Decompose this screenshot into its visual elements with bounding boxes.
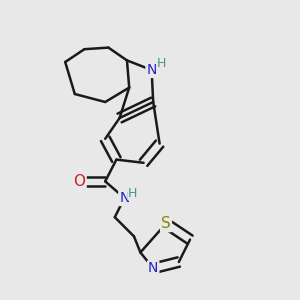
Text: H: H	[157, 57, 166, 70]
Text: N: N	[146, 63, 157, 77]
Text: O: O	[74, 174, 86, 189]
Text: S: S	[161, 216, 171, 231]
Text: H: H	[128, 187, 137, 200]
Text: N: N	[148, 261, 158, 275]
Text: N: N	[119, 191, 130, 205]
